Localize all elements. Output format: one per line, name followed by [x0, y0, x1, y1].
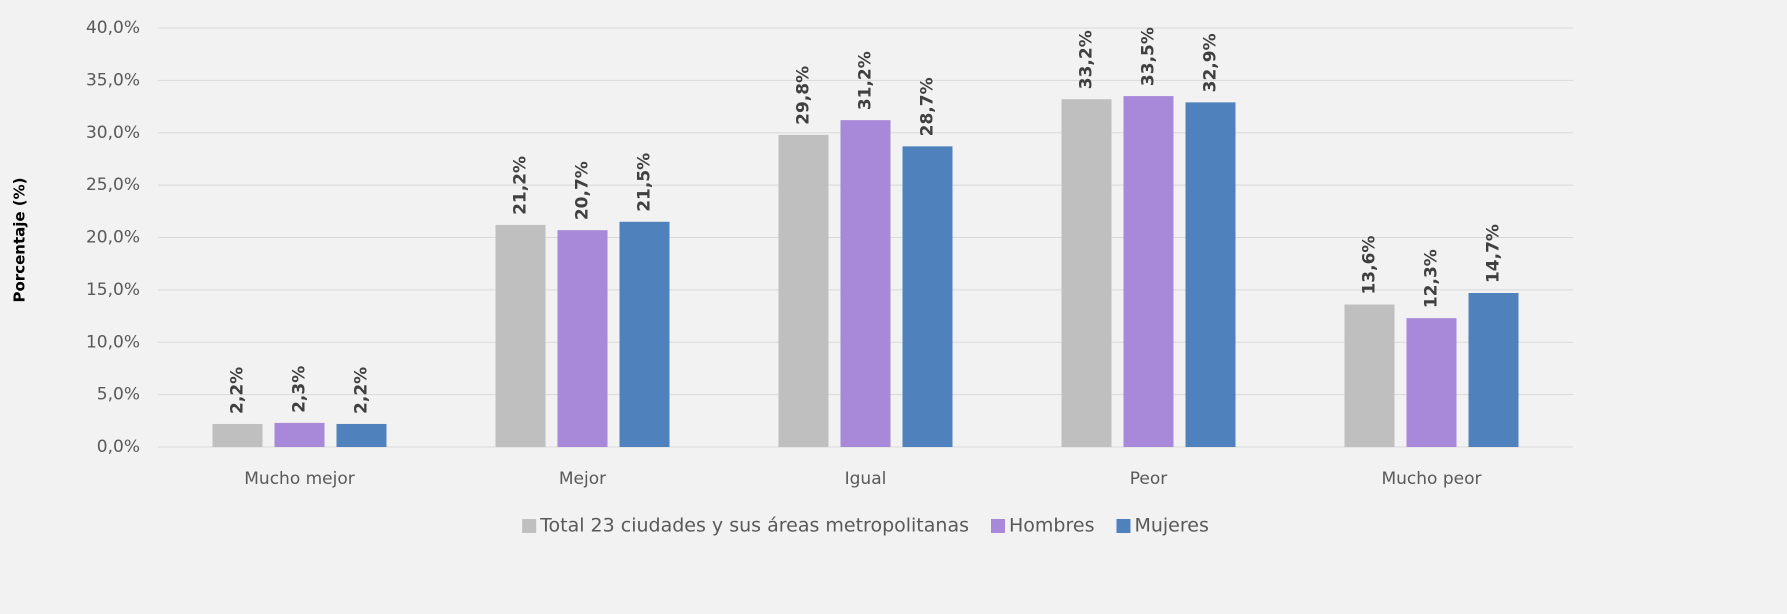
bar — [619, 221, 670, 447]
y-tick-label: 0,0% — [97, 437, 140, 457]
bar — [840, 120, 891, 448]
x-tick-label: Peor — [1130, 469, 1168, 489]
y-tick-label: 10,0% — [86, 332, 140, 352]
bar — [1468, 293, 1519, 447]
legend-label: Mujeres — [1134, 515, 1208, 537]
data-label: 32,9% — [1201, 33, 1221, 92]
y-tick-label: 40,0% — [86, 18, 140, 38]
y-axis-label: Porcentaje (%) — [11, 177, 29, 302]
x-tick-label: Mucho peor — [1381, 469, 1481, 489]
bar — [212, 423, 263, 447]
bar — [1406, 318, 1457, 447]
legend-label: Hombres — [1009, 515, 1094, 537]
x-tick-label: Igual — [845, 469, 887, 489]
data-label: 2,2% — [352, 367, 372, 414]
data-label: 21,2% — [511, 156, 531, 215]
y-tick-label: 25,0% — [86, 175, 140, 195]
y-tick-label: 35,0% — [86, 70, 140, 90]
legend-swatch — [522, 519, 537, 533]
data-label: 21,5% — [635, 153, 655, 212]
y-tick-label: 15,0% — [86, 280, 140, 300]
bar — [274, 422, 325, 447]
data-label: 13,6% — [1360, 236, 1380, 295]
bar — [336, 423, 387, 447]
legend-swatch — [1116, 519, 1131, 533]
legend-swatch — [991, 519, 1005, 533]
data-label: 14,7% — [1484, 224, 1504, 283]
data-label: 20,7% — [573, 161, 593, 220]
data-label: 12,3% — [1422, 249, 1442, 308]
bar — [557, 230, 608, 447]
x-tick-label: Mucho mejor — [244, 469, 355, 489]
data-label: 2,3% — [290, 366, 310, 413]
y-tick-label: 20,0% — [86, 228, 140, 248]
data-label: 28,7% — [918, 77, 938, 136]
y-tick-label: 30,0% — [86, 123, 140, 143]
bar — [1185, 102, 1236, 447]
y-tick-label: 5,0% — [97, 385, 140, 405]
bar — [495, 224, 546, 447]
x-tick-label: Mejor — [559, 469, 606, 489]
data-label: 31,2% — [856, 51, 876, 110]
bar — [1061, 99, 1112, 447]
bar — [902, 146, 953, 447]
bar — [1344, 304, 1395, 447]
data-label: 29,8% — [794, 66, 814, 125]
data-label: 2,2% — [228, 367, 248, 414]
bar — [1123, 96, 1174, 448]
legend-label: Total 23 ciudades y sus áreas metropolit… — [539, 515, 969, 537]
bar — [778, 134, 829, 447]
data-label: 33,5% — [1139, 27, 1159, 86]
data-label: 33,2% — [1077, 30, 1097, 89]
